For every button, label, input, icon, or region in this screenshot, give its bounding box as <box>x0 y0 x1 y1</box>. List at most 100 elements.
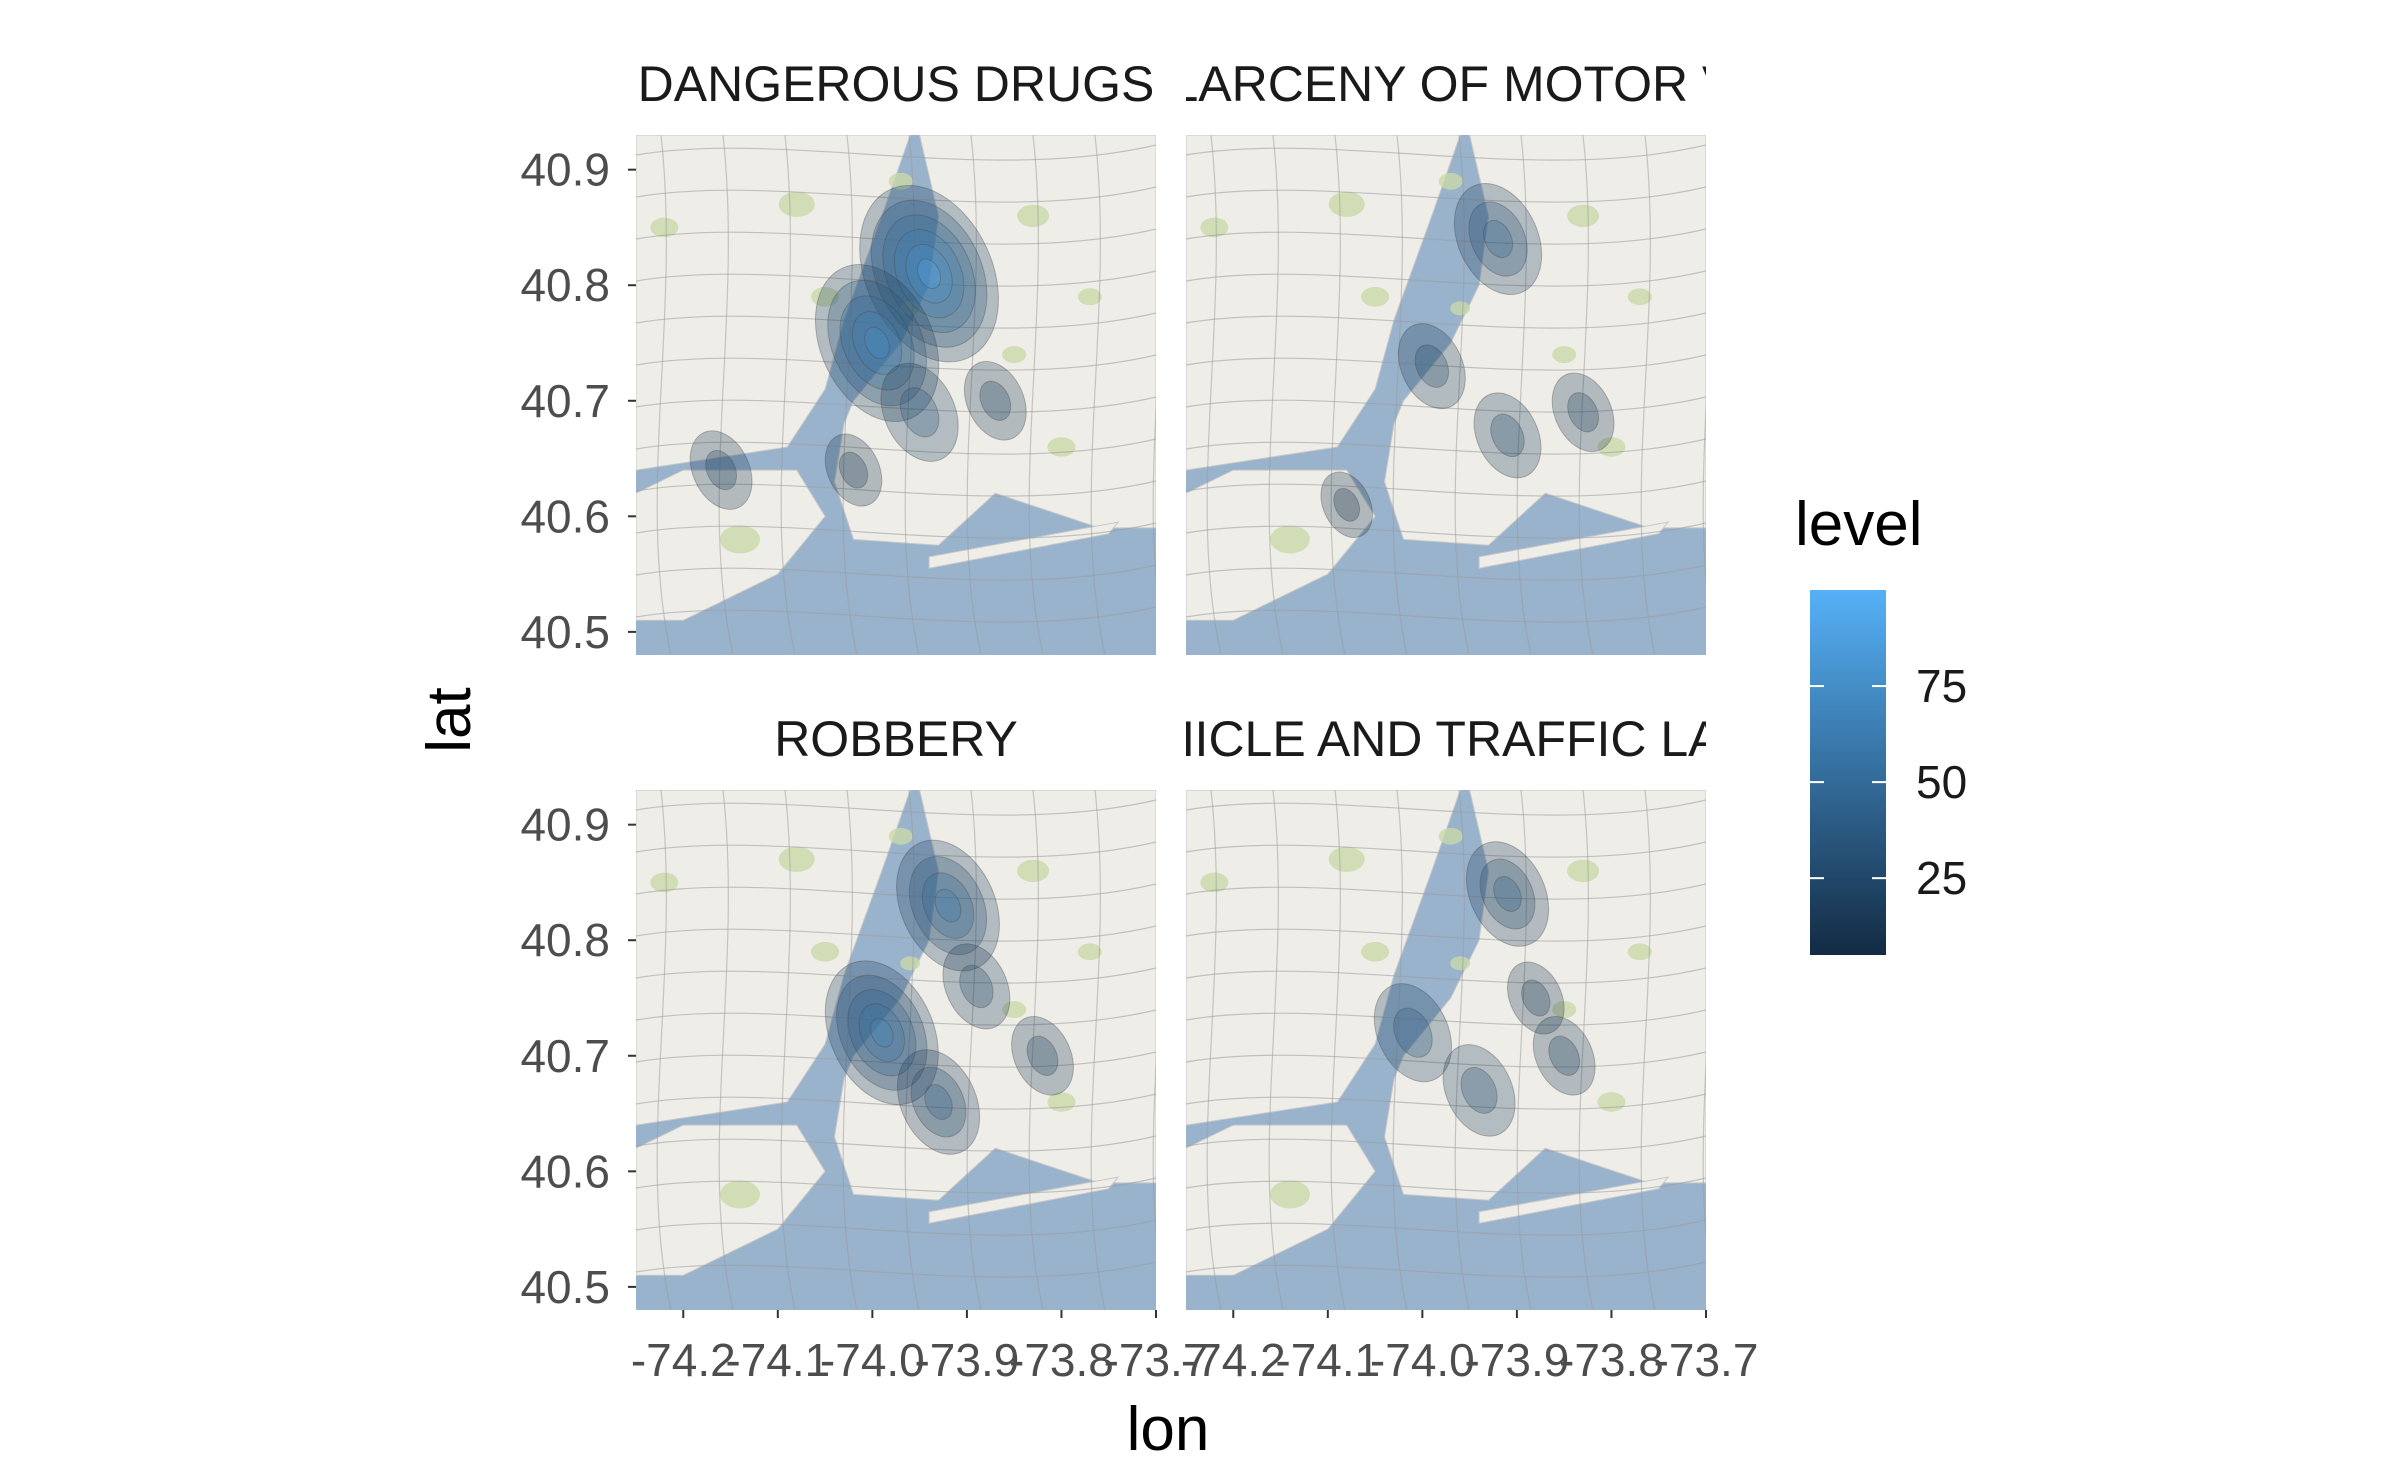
road-line <box>636 312 1156 329</box>
density-contour <box>1468 201 1528 277</box>
park-area <box>1627 288 1652 306</box>
density-contour <box>893 229 965 319</box>
road-line <box>1330 135 1346 655</box>
facet-strip-label: GRAND LARCENY OF MOTOR VEHICLE <box>976 56 1916 112</box>
park-area <box>1047 437 1076 457</box>
density-contour <box>1490 413 1525 458</box>
density-contour <box>905 243 953 304</box>
road-line <box>1578 790 1594 1310</box>
road-line <box>1454 135 1470 655</box>
road-line <box>1186 883 1706 900</box>
density-contour <box>824 433 883 507</box>
road-line <box>842 790 858 1310</box>
road-line <box>1186 312 1706 329</box>
density-contour <box>882 214 976 334</box>
road-line <box>636 799 1156 816</box>
road-line <box>1186 1009 1706 1026</box>
road-line <box>1186 799 1706 816</box>
park-area <box>720 525 760 554</box>
density-contour <box>869 1017 894 1048</box>
x-tick-label: -74.2 <box>631 1334 736 1386</box>
density-contour <box>1442 1044 1516 1137</box>
x-tick-label: -74.0 <box>820 1334 925 1386</box>
density-contour <box>1453 182 1543 296</box>
land-area <box>833 135 1156 546</box>
density-contour <box>1479 858 1536 930</box>
road-line <box>1186 480 1706 497</box>
park-area <box>1438 827 1463 845</box>
park-area <box>1077 943 1102 961</box>
road-line <box>1640 790 1656 1310</box>
road-line <box>780 135 796 655</box>
x-tick-label: -73.8 <box>1009 1334 1114 1386</box>
density-contour <box>1373 983 1452 1083</box>
road-line <box>636 144 1156 161</box>
density-contour <box>1521 979 1551 1017</box>
x-tick-label: -74.1 <box>1275 1334 1380 1386</box>
park-area <box>1361 941 1390 962</box>
density-contour <box>963 361 1027 441</box>
land-area <box>833 790 1156 1201</box>
park-area <box>811 941 840 962</box>
road-line <box>1186 1177 1706 1194</box>
park-area <box>1270 1180 1310 1209</box>
road-line <box>636 967 1156 984</box>
park-area <box>1438 172 1463 190</box>
park-area <box>720 1180 760 1209</box>
density-contour <box>1532 1016 1596 1096</box>
park-area <box>1200 872 1229 893</box>
park-area <box>1597 1092 1626 1112</box>
park-area <box>1328 191 1365 217</box>
density-contour <box>1397 323 1466 410</box>
road-line <box>1028 790 1044 1310</box>
road-line <box>1186 1219 1706 1236</box>
legend-break-label: 75 <box>1916 660 1967 712</box>
density-contour <box>836 974 928 1091</box>
facet-strip-label: VEHICLE AND TRAFFIC LAWS <box>1092 711 1800 767</box>
road-line <box>636 883 1156 900</box>
road-line <box>636 1093 1156 1110</box>
park-area <box>1270 525 1310 554</box>
park-area <box>1077 288 1102 306</box>
density-contour <box>1465 841 1550 947</box>
density-contour <box>1507 961 1565 1035</box>
road-line <box>904 790 920 1310</box>
density-contour <box>1333 487 1361 522</box>
road-line <box>636 1051 1156 1068</box>
x-tick-label: -74.0 <box>1370 1334 1475 1386</box>
density-contour <box>1460 1066 1498 1114</box>
road-line <box>1186 144 1706 161</box>
park-area <box>778 191 815 217</box>
road-line <box>1206 135 1222 655</box>
basemap <box>636 135 1156 655</box>
road-line <box>1090 790 1106 1310</box>
park-area <box>1328 846 1365 872</box>
road-line <box>656 790 672 1310</box>
road-line <box>636 186 1156 203</box>
land-area <box>928 1176 1120 1224</box>
park-area <box>1552 346 1577 363</box>
park-area <box>1017 859 1050 883</box>
road-line <box>966 790 982 1310</box>
road-line <box>636 1219 1156 1236</box>
road-line <box>1186 270 1706 287</box>
density-contour <box>942 943 1011 1030</box>
road-line <box>1186 186 1706 203</box>
density-contour <box>959 964 994 1009</box>
density-contour <box>1414 344 1449 388</box>
density-contour <box>979 380 1012 421</box>
road-line <box>1516 135 1532 655</box>
road-line <box>636 606 1156 623</box>
facet-panel: GRAND LARCENY OF MOTOR VEHICLE <box>976 56 1916 655</box>
basemap <box>1186 790 1706 1310</box>
x-axis-title: lon <box>1127 1395 1210 1464</box>
road-line <box>1186 438 1706 455</box>
park-area <box>650 872 679 893</box>
y-tick-label: 40.9 <box>520 144 610 196</box>
facet-panel: VEHICLE AND TRAFFIC LAWS <box>1092 711 1800 1310</box>
road-line <box>636 396 1156 413</box>
road-line <box>1186 228 1706 245</box>
legend-colorbar <box>1810 590 1886 955</box>
